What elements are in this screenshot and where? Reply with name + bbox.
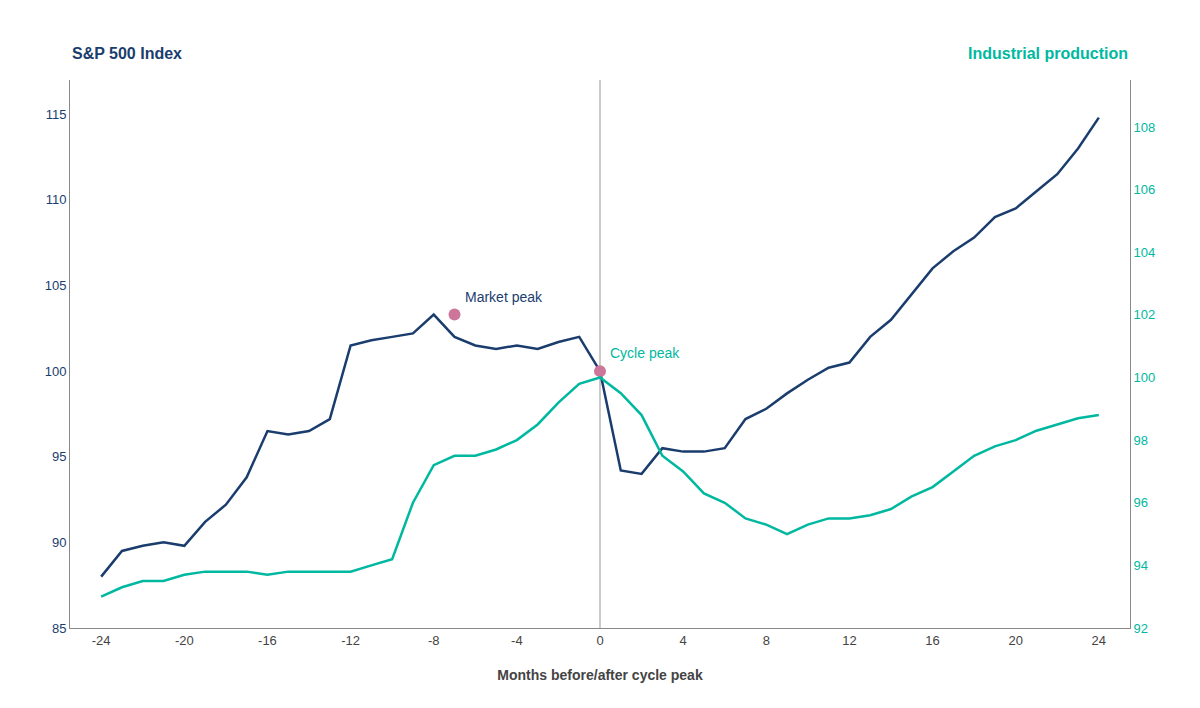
svg-text:-20: -20 xyxy=(175,633,194,648)
svg-text:92: 92 xyxy=(1134,621,1148,636)
svg-text:Industrial production: Industrial production xyxy=(968,45,1128,62)
svg-text:20: 20 xyxy=(1008,633,1022,648)
svg-text:100: 100 xyxy=(1134,370,1156,385)
svg-text:24: 24 xyxy=(1092,633,1106,648)
svg-text:98: 98 xyxy=(1134,433,1148,448)
svg-text:4: 4 xyxy=(680,633,687,648)
svg-text:96: 96 xyxy=(1134,495,1148,510)
svg-text:-24: -24 xyxy=(92,633,111,648)
svg-text:8: 8 xyxy=(763,633,770,648)
svg-text:0: 0 xyxy=(596,633,603,648)
svg-text:-8: -8 xyxy=(428,633,440,648)
svg-text:110: 110 xyxy=(46,192,67,207)
svg-text:-16: -16 xyxy=(258,633,277,648)
svg-text:106: 106 xyxy=(1134,182,1156,197)
svg-text:94: 94 xyxy=(1134,558,1148,573)
svg-text:115: 115 xyxy=(46,107,67,122)
svg-text:Months before/after cycle peak: Months before/after cycle peak xyxy=(497,667,703,683)
svg-text:12: 12 xyxy=(842,633,856,648)
svg-text:102: 102 xyxy=(1134,307,1156,322)
svg-text:S&P 500 Index: S&P 500 Index xyxy=(72,45,182,62)
svg-text:95: 95 xyxy=(52,449,66,464)
svg-text:-12: -12 xyxy=(341,633,360,648)
svg-text:-4: -4 xyxy=(511,633,523,648)
svg-text:90: 90 xyxy=(52,535,66,550)
svg-text:104: 104 xyxy=(1134,245,1156,260)
svg-text:Market peak: Market peak xyxy=(465,289,543,305)
svg-text:16: 16 xyxy=(925,633,939,648)
svg-text:85: 85 xyxy=(52,621,66,636)
svg-text:108: 108 xyxy=(1134,120,1156,135)
svg-text:105: 105 xyxy=(45,278,67,293)
svg-text:100: 100 xyxy=(45,364,67,379)
svg-text:Cycle peak: Cycle peak xyxy=(610,345,680,361)
